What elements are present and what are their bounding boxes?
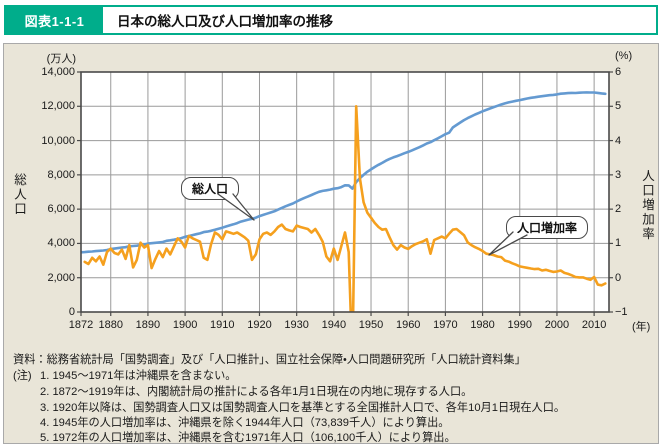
y-axis-left-tick-label: 6,000 (47, 203, 75, 216)
notes-label: (注) (13, 370, 32, 382)
y-axis-left-tick-label: 12,000 (41, 100, 75, 113)
x-axis-tick-label: 1900 (172, 319, 198, 331)
note-item: 3. 1920年以降は、国勢調査人口又は国勢調査人口を基準とする全国推計人口で、… (40, 402, 566, 414)
callout-total-population: 総人口 (181, 177, 240, 200)
x-axis-tick-label: 1880 (98, 319, 123, 331)
source-line: 資料：総務省統計局「国勢調査」及び「人口推計」、国立社会保障・人口問題研究所「人… (13, 354, 526, 366)
x-axis-unit: (年) (632, 321, 651, 333)
x-axis-tick-label: 1960 (395, 319, 421, 331)
note-item: 1. 1945～1971年は沖縄県を含まない。 (40, 370, 237, 382)
y-axis-right-tick-label: 0 (615, 271, 622, 284)
x-axis-tick-label: 1920 (247, 319, 272, 331)
y-axis-right-tick-label: 2 (615, 203, 622, 216)
x-axis-tick-label: 1980 (470, 319, 495, 331)
x-axis-tick-label: 1970 (433, 319, 458, 331)
note-item: 4. 1945年の人口増加率は、沖縄県を除く1944年人口（73,839千人）に… (40, 417, 450, 429)
x-axis-tick-label: 1940 (321, 319, 347, 331)
x-axis-tick-label: 1930 (284, 319, 309, 331)
y-axis-left-tick-label: 4,000 (47, 237, 75, 250)
y-axis-right-tick-label: 5 (615, 100, 622, 113)
x-axis-tick-label: 2010 (581, 319, 607, 331)
y-axis-right-tick-label: 3 (615, 168, 622, 181)
y-axis-left-tick-label: 0 (68, 306, 75, 318)
figure-number-badge: 図表1-1-1 (6, 7, 103, 33)
y-axis-right-tick-label: −1 (615, 306, 628, 318)
right-axis-title: 人口増加率 (640, 169, 654, 242)
y-axis-left-tick-label: 14,000 (41, 66, 75, 78)
chart-panel: (万人) (%) (年) 総人口 人口増加率 総人口 人口増加率 資料：総務省統… (3, 43, 659, 444)
y-axis-left-tick-label: 10,000 (41, 134, 75, 147)
figure-header: 図表1-1-1 日本の総人口及び人口増加率の推移 (4, 5, 658, 35)
y-axis-right-tick-label: 4 (615, 134, 622, 147)
y-axis-left-tick-label: 2,000 (47, 271, 75, 284)
x-axis-tick-label: 1872 (68, 319, 94, 331)
left-axis-unit: (万人) (46, 53, 76, 65)
x-axis-tick-label: 1910 (210, 319, 235, 331)
x-axis-tick-label: 1890 (135, 319, 161, 331)
figure-title: 日本の総人口及び人口増加率の推移 (117, 14, 333, 29)
x-axis-tick-label: 1950 (358, 319, 384, 331)
right-axis-unit: (%) (615, 50, 633, 62)
population-line (81, 91, 607, 254)
y-axis-left-tick-label: 8,000 (47, 168, 75, 181)
x-axis-tick-label: 1990 (507, 319, 532, 331)
note-item: 5. 1972年の人口増加率は、沖縄県を含む1971年人口（106,100千人）… (40, 432, 456, 444)
left-axis-title: 総人口 (12, 173, 26, 217)
y-axis-right-tick-label: 6 (615, 66, 622, 78)
x-axis-tick-label: 2000 (544, 319, 570, 331)
callout-growth-rate: 人口増加率 (506, 216, 589, 239)
note-item: 2. 1872～1919年は、内閣統計局の推計による各年1月1日現在の内地に現存… (40, 386, 473, 398)
y-axis-right-tick-label: 1 (615, 237, 622, 250)
growth-rate-line (83, 104, 607, 312)
chart-plot (77, 71, 613, 316)
